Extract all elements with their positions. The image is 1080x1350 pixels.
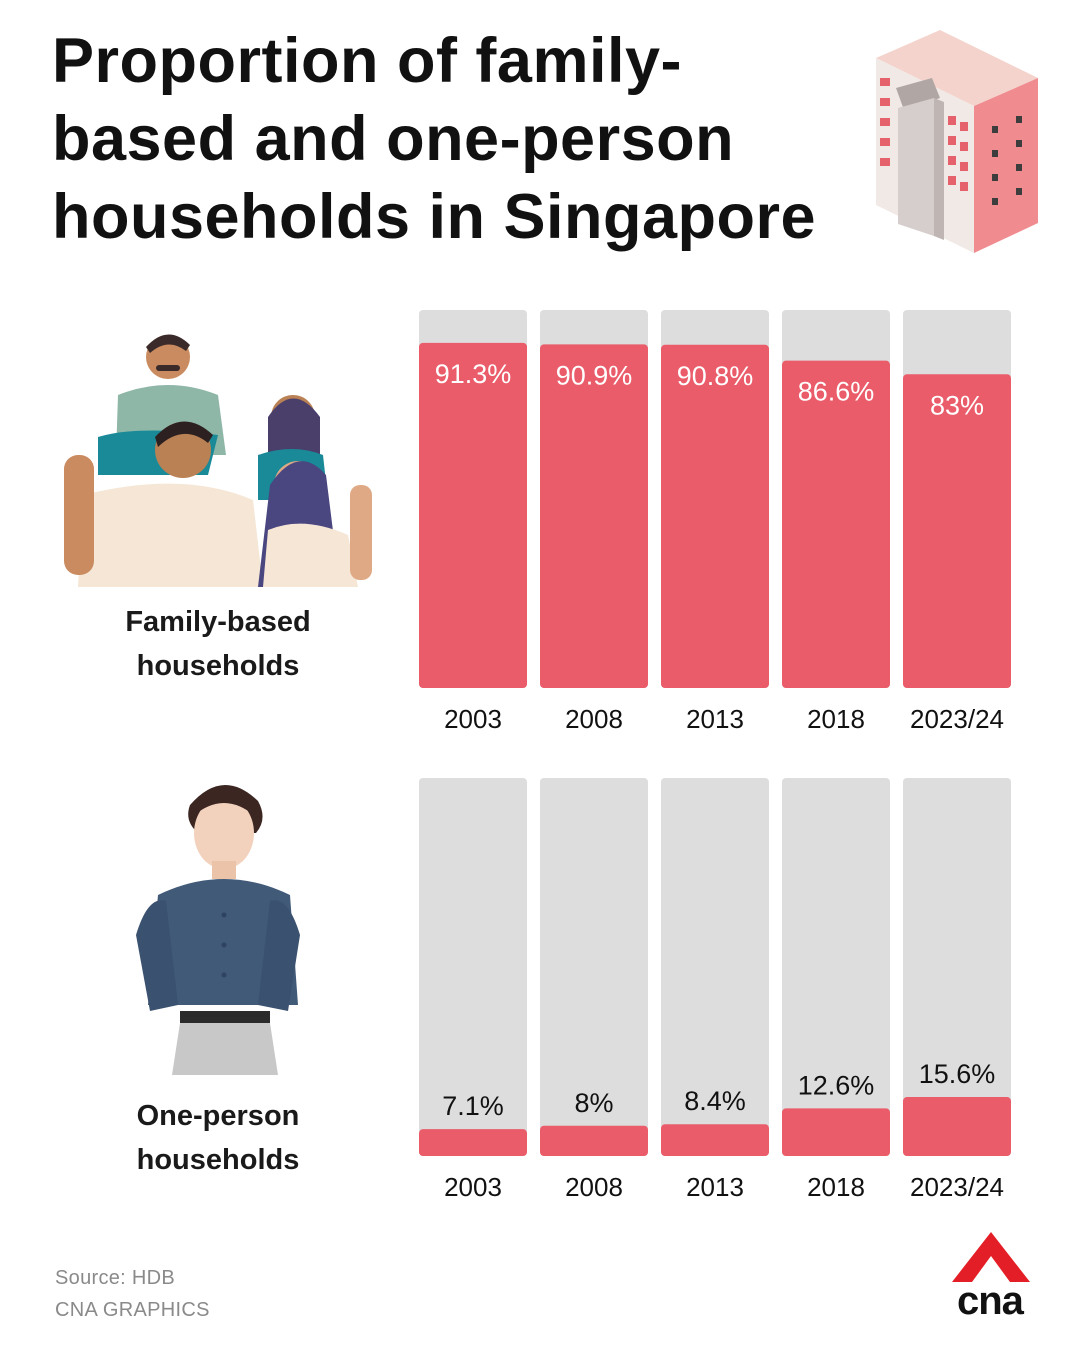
source-text: Source: HDB — [55, 1267, 176, 1289]
family-tick-2003: 2003 — [444, 704, 502, 734]
family-bar-2023/24 — [903, 374, 1011, 688]
one-person-bar-2018 — [782, 1108, 890, 1156]
family-value-label-2003: 91.3% — [435, 359, 512, 389]
one-person-track-2008 — [540, 778, 648, 1156]
one-person-bar-2003 — [419, 1129, 527, 1156]
one-person-value-label-2003: 7.1% — [442, 1091, 504, 1121]
one-person-tick-2018: 2018 — [807, 1172, 865, 1202]
family-tick-2013: 2013 — [686, 704, 744, 734]
one-person-value-label-2008: 8% — [574, 1088, 613, 1118]
one-person-tick-2003: 2003 — [444, 1172, 502, 1202]
one-person-tick-2023/24: 2023/24 — [910, 1172, 1004, 1202]
family-chart-svg: 91.3% 2003 90.9% 2008 90.8% 2013 86.6% 2018 83% 2… — [419, 310, 1011, 734]
one-person-value-label-2023/24: 15.6% — [919, 1059, 996, 1089]
family-chart: 91.3% 2003 90.9% 2008 90.8% 2013 86.6% 2018 83% 2… — [400, 300, 1040, 740]
family-bar-2003 — [419, 342, 527, 688]
one-person-value-label-2018: 12.6% — [798, 1070, 875, 1100]
family-bar-2018 — [782, 360, 890, 688]
credit-text: CNA GRAPHICS — [55, 1299, 210, 1321]
family-value-label-2008: 90.9% — [556, 360, 633, 390]
one-person-tick-2008: 2008 — [565, 1172, 623, 1202]
source-block: Source: HDB CNA GRAPHICS — [55, 1262, 210, 1326]
one-person-bar-2023/24 — [903, 1097, 1011, 1156]
family-tick-2023/24: 2023/24 — [910, 704, 1004, 734]
family-tick-2018: 2018 — [807, 704, 865, 734]
man-illustration — [136, 784, 300, 1075]
family-group-label: Family-based households — [125, 606, 311, 682]
one-person-tick-2013: 2013 — [686, 1172, 744, 1202]
family-illustration — [64, 334, 372, 587]
one-person-bar-2013 — [661, 1124, 769, 1156]
family-value-label-2018: 86.6% — [798, 377, 875, 407]
building-icon — [876, 30, 1038, 253]
one-person-track-2003 — [419, 778, 527, 1156]
one-person-bar-2008 — [540, 1125, 648, 1156]
cna-logo-icon — [952, 1232, 1030, 1282]
family-tick-2008: 2008 — [565, 704, 623, 734]
family-value-label-2013: 90.8% — [677, 361, 754, 391]
cna-logo-text: cna — [957, 1279, 1024, 1323]
family-value-label-2023/24: 83% — [930, 390, 984, 420]
one-person-track-2013 — [661, 778, 769, 1156]
one-person-chart-svg: 7.1% 2003 8% 2008 8.4% 2013 12.6% 2018 15.6% 2023… — [419, 778, 1011, 1202]
family-bar-2013 — [661, 344, 769, 688]
chart-title: Proportion of family-based and one-perso… — [52, 26, 817, 252]
family-bar-2008 — [540, 344, 648, 688]
one-person-track-2018 — [782, 778, 890, 1156]
one-person-chart: 7.1% 2003 8% 2008 8.4% 2013 12.6% 2018 15.6% 2023… — [400, 768, 1040, 1208]
one-person-value-label-2013: 8.4% — [684, 1086, 746, 1116]
one-person-track-2023/24 — [903, 778, 1011, 1156]
one-person-group-label: One-person households — [136, 1100, 300, 1176]
